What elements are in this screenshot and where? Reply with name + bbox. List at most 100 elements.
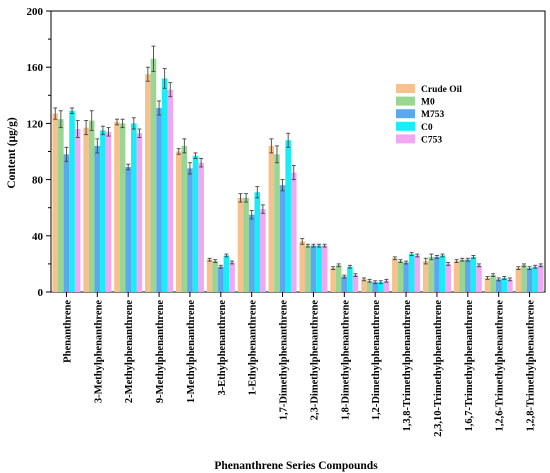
legend-label: M753 xyxy=(421,110,444,120)
bar-c753 xyxy=(321,245,328,292)
legend-swatch xyxy=(396,84,415,93)
bar-m753 xyxy=(341,276,348,292)
bar-c0 xyxy=(254,192,261,292)
bar-m753 xyxy=(94,145,101,292)
x-tick-label: 1,8-Dimethylphenanthrene xyxy=(340,300,351,421)
bar-crude-oil xyxy=(392,258,398,292)
bar-crude-oil xyxy=(83,127,89,293)
x-tick-label: 1,2,8-Trimethylphenanthrene xyxy=(526,300,537,432)
bar-c0 xyxy=(439,255,446,292)
bar-crude-oil xyxy=(268,145,275,292)
x-tick-label: 1,2-Dimethylphenanthrene xyxy=(371,300,382,421)
bar-crude-oil xyxy=(484,277,491,292)
bar-c0 xyxy=(501,277,508,292)
bar-m0 xyxy=(459,259,466,292)
x-tick-label: 1,6,7-Trimethylphenanthrene xyxy=(464,300,475,432)
bar-c753 xyxy=(445,263,451,292)
bar-c753 xyxy=(167,89,174,293)
legend-swatch xyxy=(396,134,415,144)
bar-m0 xyxy=(305,245,311,292)
bar-m0 xyxy=(428,256,435,292)
bar-c753 xyxy=(352,275,359,292)
plot-area: 0 40 80 120 160 200 Phenanthrene 3-Methylphenan… xyxy=(27,6,546,437)
bar-m0 xyxy=(366,280,373,292)
bar-m753 xyxy=(156,107,162,292)
legend-swatch xyxy=(396,96,415,106)
x-tick-label: Phenanthrene xyxy=(62,300,73,363)
bar-c753 xyxy=(198,162,204,292)
bar-c753 xyxy=(290,172,297,292)
bar-crude-oil xyxy=(145,74,151,292)
legend-label: C753 xyxy=(421,135,442,145)
bar-m0 xyxy=(243,197,249,292)
bar-m753 xyxy=(465,259,471,292)
bar-crude-oil xyxy=(237,197,244,292)
legend-label: Crude Oil xyxy=(421,85,462,95)
x-tick-label: 1-Methylphenanthrene xyxy=(186,300,197,403)
x-tick-label: 1,2,6-Trimethylphenanthrene xyxy=(495,300,506,432)
bar-m0 xyxy=(58,119,64,292)
bar-m753 xyxy=(218,266,224,292)
bar-c0 xyxy=(470,256,477,292)
bar-m753 xyxy=(526,268,533,292)
bar-m753 xyxy=(63,154,70,292)
bar-crude-oil xyxy=(453,261,460,292)
bar-c0 xyxy=(532,266,538,292)
legend-label: M0 xyxy=(421,98,435,108)
bar-m753 xyxy=(434,256,440,292)
bar-m0 xyxy=(119,123,126,293)
bar-c0 xyxy=(285,140,291,292)
y-tick-label: 40 xyxy=(32,231,44,243)
bar-crude-oil xyxy=(114,121,120,293)
bar-c0 xyxy=(377,282,384,292)
bar-m0 xyxy=(181,145,188,292)
bar-m0 xyxy=(335,265,342,292)
x-axis-title: Phenanthrene Series Compounds xyxy=(214,460,378,472)
x-tick-label: 2,3-Dimethylphenanthrene xyxy=(309,300,320,421)
x-tick-label: 1-Ethylphenanthrene xyxy=(248,300,259,396)
y-tick-label: 80 xyxy=(32,175,44,187)
x-tick-label: 2-Methylphenanthrene xyxy=(124,300,135,403)
legend-label: C0 xyxy=(421,123,433,133)
y-axis-title: Content (μg/g) xyxy=(6,117,18,189)
y-tick-label: 0 xyxy=(38,287,44,299)
bar-c753 xyxy=(229,262,235,292)
x-tick-label: 3-Ethylphenanthrene xyxy=(217,300,228,396)
bar-c0 xyxy=(69,110,75,292)
bar-m0 xyxy=(397,261,404,292)
bar-c0 xyxy=(161,78,168,292)
bar-c0 xyxy=(347,266,353,292)
bar-m753 xyxy=(495,279,502,292)
bar-c0 xyxy=(192,155,199,292)
bar-crude-oil xyxy=(422,261,429,292)
bar-c753 xyxy=(476,265,482,292)
bar-m0 xyxy=(212,261,219,292)
x-tick-label: 3-Methylphenanthrene xyxy=(93,300,104,403)
bar-c753 xyxy=(260,209,266,292)
bar-m753 xyxy=(372,282,378,292)
bar-crude-oil xyxy=(175,151,182,292)
bar-crude-oil xyxy=(361,279,367,292)
legend-swatch xyxy=(396,109,415,119)
bar-c753 xyxy=(136,133,143,292)
bar-c753 xyxy=(383,280,390,292)
y-tick-label: 200 xyxy=(27,6,44,18)
x-tick-label: 1,7-Dimethylphenanthrene xyxy=(279,300,290,421)
bar-c0 xyxy=(100,130,106,292)
bar-c0 xyxy=(316,245,322,292)
bar-m753 xyxy=(248,214,255,292)
bar-c753 xyxy=(414,255,421,292)
bar-crude-oil xyxy=(52,113,59,292)
bar-m0 xyxy=(490,275,496,292)
bar-c0 xyxy=(130,123,137,293)
bar-c753 xyxy=(105,131,112,292)
bar-c753 xyxy=(507,279,513,292)
bar-m0 xyxy=(150,58,157,292)
bar-c0 xyxy=(223,255,230,292)
bar-crude-oil xyxy=(206,259,213,292)
bar-m753 xyxy=(187,168,193,292)
bar-m0 xyxy=(274,154,280,292)
bar-crude-oil xyxy=(515,268,522,292)
x-tick-label: 2,3,10-Trimethylphenanthrene xyxy=(433,300,444,437)
